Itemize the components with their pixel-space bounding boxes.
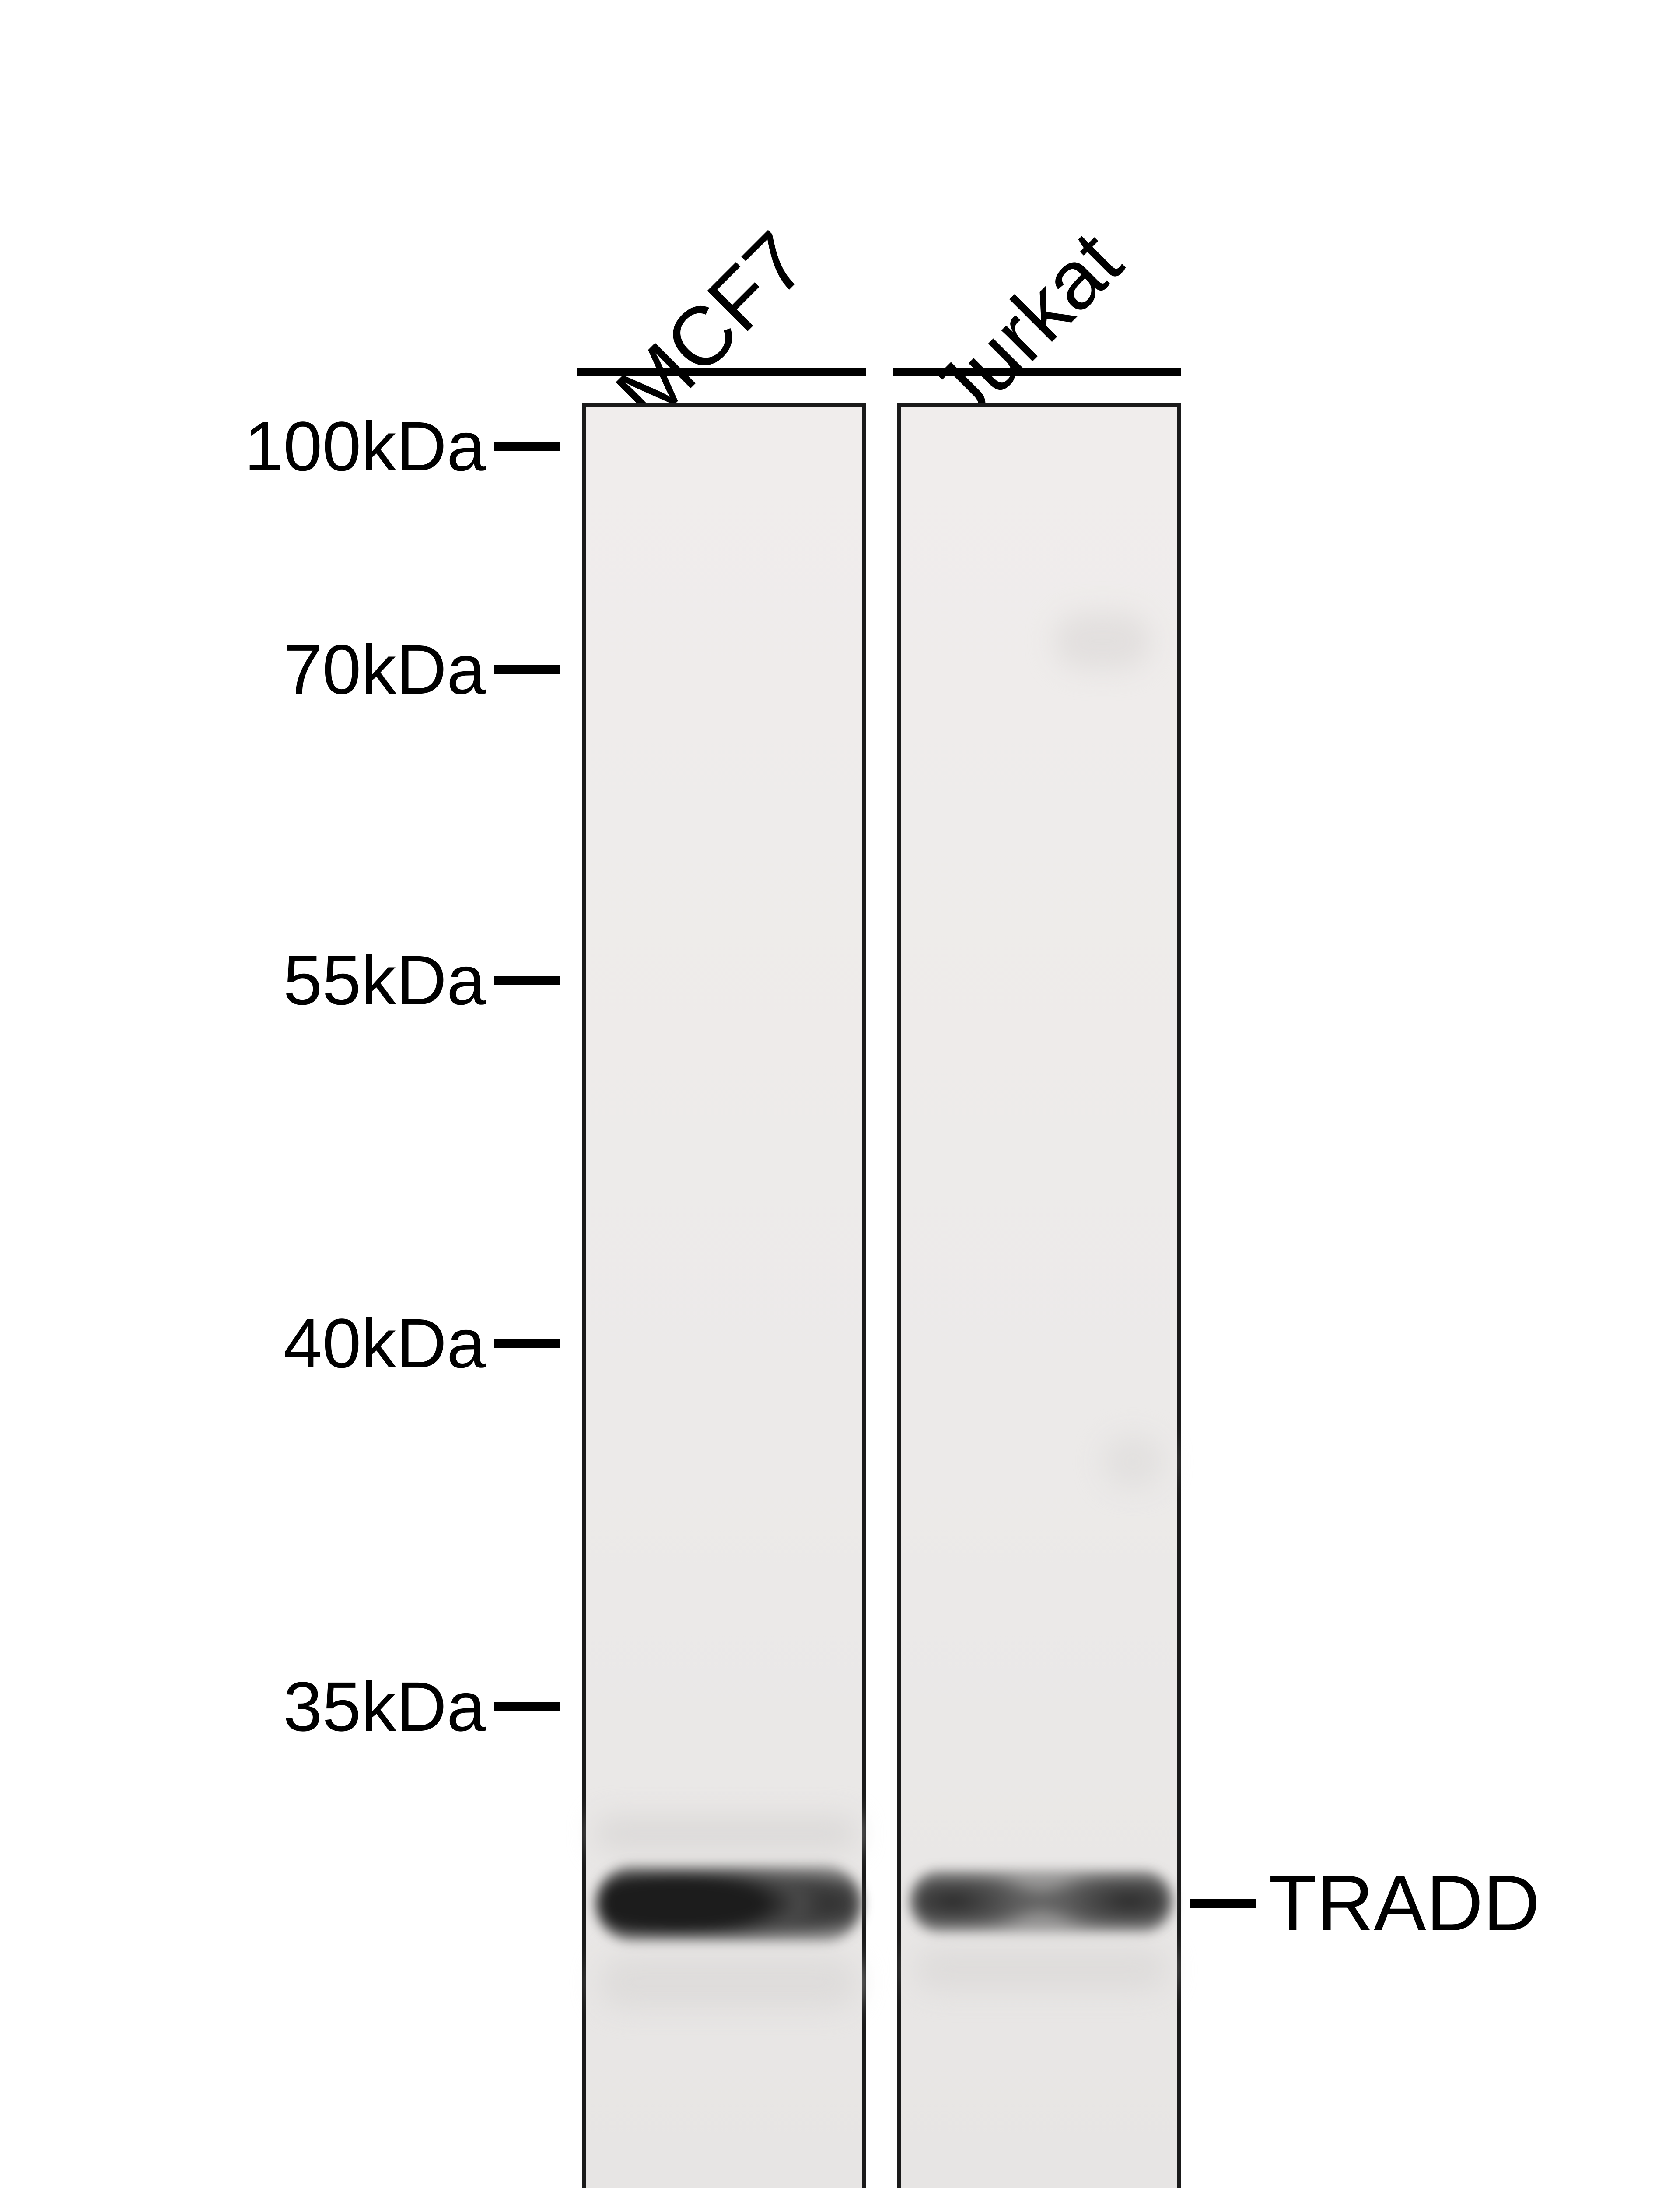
smudge-mcf7-1 — [599, 1956, 858, 2009]
marker-40kda: 40kDa — [0, 1308, 486, 1378]
marker-35kda: 35kDa — [0, 1672, 486, 1742]
smudge-jurkat-3 — [1102, 1435, 1164, 1488]
marker-70kda: 70kDa — [0, 635, 486, 705]
marker-55kda: 55kDa — [0, 945, 486, 1015]
target-label: TRADD — [1269, 1864, 1540, 1943]
marker-dash-100kda — [494, 442, 560, 451]
smudge-jurkat-2 — [1054, 613, 1151, 670]
marker-dash-35kda — [494, 1702, 560, 1711]
marker-100kda: 100kDa — [0, 411, 486, 481]
marker-dash-70kda — [494, 665, 560, 674]
band-mcf7 — [599, 1873, 858, 1934]
marker-dash-40kda — [494, 1339, 560, 1348]
marker-dash-55kda — [494, 976, 560, 985]
smudge-mcf7-0 — [595, 1816, 858, 1851]
smudge-jurkat-4 — [914, 1947, 1168, 1991]
blot-figure: 100kDa 70kDa 55kDa 40kDa 35kDa 25kDa MCF… — [0, 0, 1680, 2188]
band-jurkat — [914, 1877, 1168, 1925]
target-tick — [1190, 1899, 1256, 1908]
